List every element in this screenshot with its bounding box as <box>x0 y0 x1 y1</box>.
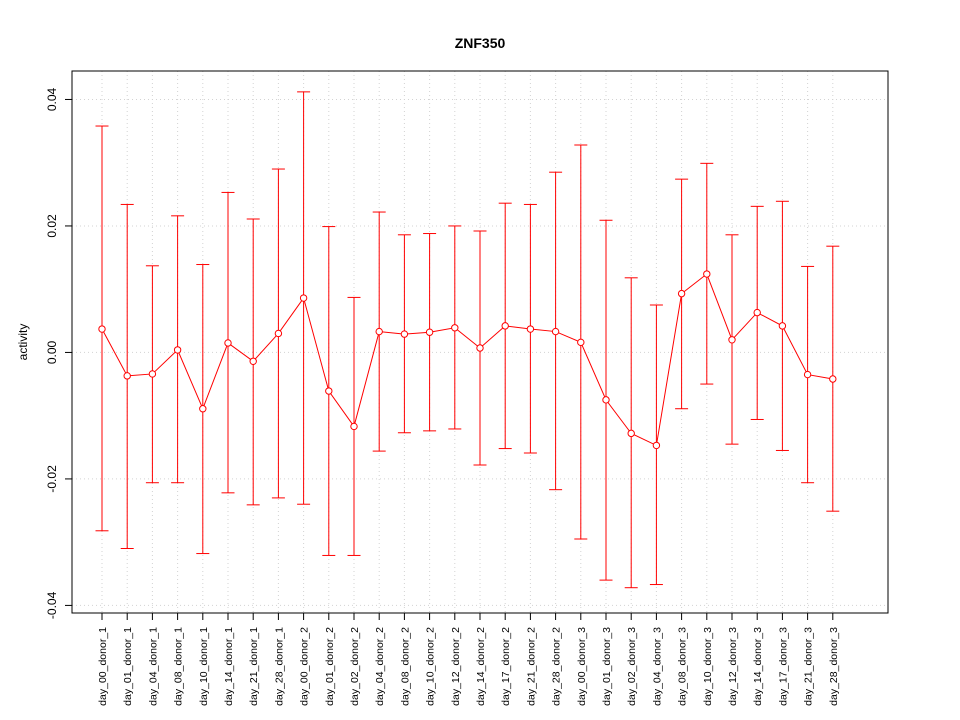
series-line-group <box>101 273 833 447</box>
data-point <box>627 429 635 438</box>
x-tick-label: day_12_donor_2 <box>450 627 462 706</box>
data-point <box>677 289 686 298</box>
x-tick-label: day_08_donor_1 <box>173 627 185 706</box>
x-tick-label: day_28_donor_2 <box>551 627 563 706</box>
data-point <box>325 387 333 395</box>
x-tick-label: day_02_donor_3 <box>626 627 638 706</box>
x-tick-label: day_21_donor_2 <box>525 627 537 706</box>
data-point <box>173 346 182 354</box>
x-tick-label: day_01_donor_3 <box>601 627 613 706</box>
x-tick-label: day_14_donor_2 <box>475 627 487 706</box>
x-tick-label: day_14_donor_3 <box>752 627 764 706</box>
data-point <box>602 396 610 404</box>
x-tick-label: day_17_donor_2 <box>500 627 512 706</box>
data-point <box>829 375 837 383</box>
x-axis: day_00_donor_1 day_01_donor_1 day_04_donor… <box>97 613 840 706</box>
x-tick-label: day_01_donor_2 <box>324 627 336 706</box>
x-tick-label: day_12_donor_3 <box>727 627 739 706</box>
x-tick-label: day_08_donor_3 <box>677 627 689 706</box>
data-point <box>249 357 257 365</box>
x-tick-label: day_17_donor_3 <box>777 627 789 706</box>
data-point <box>199 405 207 413</box>
x-tick-label: day_04_donor_2 <box>374 627 386 706</box>
x-tick-label: day_08_donor_2 <box>399 627 411 706</box>
data-point <box>451 324 459 332</box>
data-point <box>375 327 383 336</box>
x-tick-label: day_00_donor_3 <box>576 627 588 706</box>
data-point <box>501 322 509 330</box>
data-point <box>703 270 711 278</box>
x-tick-label: day_28_donor_1 <box>273 627 285 706</box>
y-tick-label: 0.00 <box>45 340 59 364</box>
data-point <box>728 336 736 344</box>
y-axis: -0.04 -0.02 0.00 0.02 0.04 <box>45 87 72 619</box>
x-tick-label: day_21_donor_3 <box>803 627 815 706</box>
x-tick-label: day_04_donor_3 <box>651 627 663 706</box>
x-tick-label: day_00_donor_2 <box>299 627 311 706</box>
data-points <box>98 270 837 450</box>
x-tick-label: day_10_donor_1 <box>198 627 210 706</box>
x-tick-label: day_01_donor_1 <box>122 627 134 706</box>
data-point <box>778 322 787 330</box>
data-point <box>148 370 157 378</box>
data-point <box>299 294 308 302</box>
x-tick-label: day_28_donor_3 <box>828 627 840 706</box>
y-tick-label: 0.02 <box>45 214 59 238</box>
x-tick-label: day_14_donor_1 <box>223 627 235 706</box>
data-point <box>350 422 358 431</box>
x-tick-label: day_21_donor_1 <box>248 627 260 706</box>
data-point <box>753 308 761 317</box>
data-point <box>425 328 434 336</box>
error-bars <box>95 91 840 589</box>
x-tick-label: day_00_donor_1 <box>97 627 109 706</box>
data-point <box>526 325 535 333</box>
data-point <box>400 330 409 338</box>
data-point <box>577 338 585 347</box>
series-line <box>101 273 833 447</box>
data-point <box>476 344 484 352</box>
data-point <box>274 329 283 338</box>
x-tick-label: day_04_donor_1 <box>147 627 159 706</box>
data-point <box>551 327 560 336</box>
data-point <box>652 441 661 450</box>
y-axis-label: activity <box>16 324 30 361</box>
x-tick-label: day_10_donor_2 <box>425 627 437 706</box>
chart-title: ZNF350 <box>455 35 506 51</box>
data-point <box>98 325 106 333</box>
x-tick-label: day_10_donor_3 <box>702 627 714 706</box>
data-point <box>803 370 812 379</box>
y-tick-label: 0.04 <box>45 87 59 111</box>
y-tick-label: -0.02 <box>45 465 59 493</box>
x-tick-label: day_02_donor_2 <box>349 627 361 706</box>
data-point <box>224 339 232 347</box>
y-tick-label: -0.04 <box>45 591 59 619</box>
data-point <box>123 372 131 380</box>
